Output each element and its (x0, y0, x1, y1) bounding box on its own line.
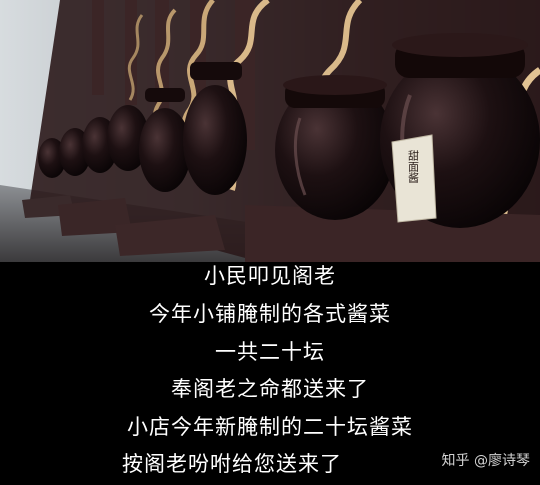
subtitle-area (0, 262, 540, 485)
subtitle-line: 今年小铺腌制的各式酱菜 (149, 302, 391, 326)
subtitle-line: 小店今年新腌制的二十坛酱菜 (127, 415, 413, 439)
subtitle-line: 按阁老吩咐给您送来了 (122, 452, 342, 476)
subtitle-line: 一共二十坛 (215, 340, 325, 364)
subtitle-line: 奉阁老之命都送来了 (171, 377, 369, 401)
watermark: 知乎 @廖诗琴 (441, 453, 530, 469)
jars-photo: 甜面酱 (0, 0, 540, 262)
jar-label-text: 甜面酱 (407, 150, 420, 184)
subtitle-line: 小民叩见阁老 (204, 264, 336, 288)
